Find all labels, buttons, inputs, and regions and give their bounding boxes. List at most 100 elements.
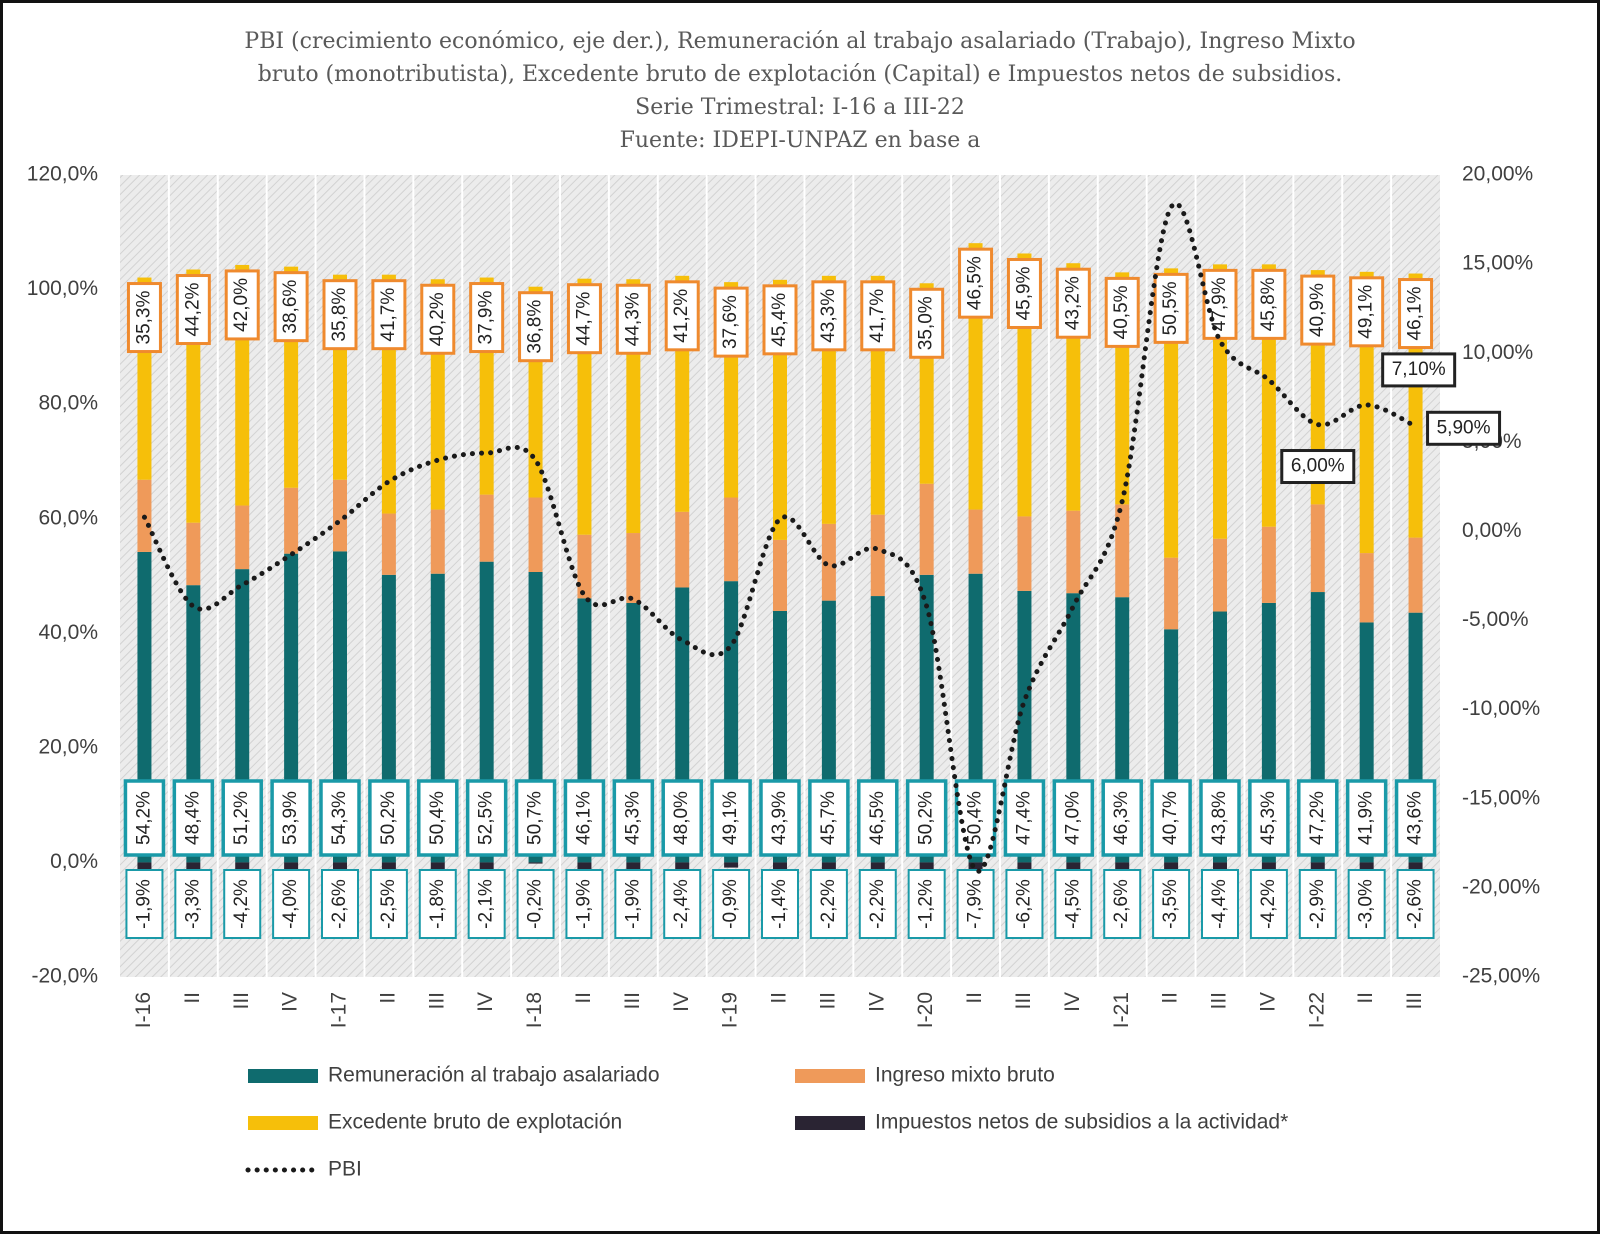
bar-label: 52,5%: [476, 791, 497, 845]
bar-label: -4,0%: [280, 879, 301, 929]
bar-segment: [528, 862, 543, 864]
bar-segment: [1066, 510, 1081, 594]
bar-label-box: [905, 779, 948, 857]
bar-segment: [235, 505, 250, 570]
bar-label: 43,2%: [1062, 276, 1083, 330]
bar-label: -1,9%: [622, 879, 643, 929]
chart-title: bruto (monotributista), Excedente bruto …: [258, 62, 1343, 87]
bar-label: -2,6%: [329, 879, 350, 929]
x-tick-label: IV: [474, 992, 497, 1012]
chart-source: Fuente: IDEPI-UNPAZ en base a: [620, 128, 981, 153]
bar-label-box: [1103, 869, 1142, 939]
bar-label: -2,2%: [818, 879, 839, 929]
bar-label-box: [465, 779, 508, 857]
bar-label: 50,5%: [1160, 281, 1181, 335]
bar-segment: [773, 539, 787, 611]
bar-label: 36,8%: [525, 300, 546, 354]
chart-subtitle: Serie Trimestral: I-16 a III-22: [635, 95, 965, 120]
x-tick-label: IV: [279, 992, 302, 1012]
bar-label: -2,1%: [476, 879, 497, 929]
bar-label-box: [1153, 272, 1189, 344]
chart-title: PBI (crecimiento económico, eje der.), R…: [244, 29, 1355, 54]
bar-label-box: [661, 779, 703, 857]
bar-label: 41,7%: [867, 289, 888, 343]
bar-label-box: [1055, 267, 1091, 339]
bar-label-box: [223, 869, 262, 939]
bar-label-box: [1300, 274, 1336, 346]
y2-tick-label: -20,00%: [1462, 875, 1540, 898]
bar-label-box: [123, 779, 166, 857]
bar-label: 49,1%: [720, 791, 741, 845]
bar-label-box: [615, 283, 651, 355]
bar-label-box: [614, 869, 653, 939]
bar-label-box: [172, 779, 215, 857]
x-tick-label: I-16: [132, 992, 155, 1028]
bar-label: 47,2%: [1307, 791, 1328, 845]
bar-label-box: [221, 779, 263, 857]
bar-label: 41,7%: [378, 288, 399, 342]
bar-label-box: [1104, 276, 1140, 348]
bar-label: 53,9%: [280, 791, 301, 845]
x-tick-label: IV: [670, 992, 693, 1012]
bar-segment: [919, 862, 934, 870]
bar-label-box: [664, 280, 700, 352]
pbi-label-box: [1426, 410, 1502, 446]
bar-label-box: [761, 869, 799, 939]
bar-label: 48,4%: [182, 791, 203, 845]
bar-label-box: [1006, 257, 1042, 329]
legend-label: Remuneración al trabajo asalariado: [328, 1064, 660, 1087]
pbi-label-box: [1381, 352, 1457, 388]
bar-label: -2,9%: [1307, 879, 1328, 929]
legend-label: Impuestos netos de subsidios a la activi…: [875, 1111, 1288, 1134]
bar-label: -1,9%: [573, 879, 594, 929]
x-tick-label: I-19: [719, 992, 742, 1028]
bar-label-box: [126, 282, 162, 354]
bar-label-box: [563, 779, 606, 857]
bar-label-box: [663, 869, 702, 939]
bar-label-box: [224, 269, 260, 341]
x-tick-label: IV: [1256, 992, 1279, 1012]
x-tick-label: II: [963, 992, 986, 1004]
y-tick-label: 0,0%: [50, 850, 98, 873]
bar-label: 44,2%: [182, 282, 203, 336]
bar-label: 45,8%: [1258, 277, 1279, 331]
pbi-line: [141, 201, 1419, 874]
bar-label-box: [1298, 869, 1337, 939]
bar-label-box: [1251, 268, 1287, 340]
bar-segment: [1408, 537, 1423, 613]
y2-tick-label: -15,00%: [1462, 786, 1540, 809]
bar-segment: [773, 862, 787, 871]
bar-segment: [1261, 526, 1276, 603]
bar-label-box: [418, 869, 457, 939]
y2-tick-label: -10,00%: [1462, 697, 1540, 720]
bar-label-box: [1297, 779, 1339, 857]
x-tick-label: IV: [1061, 992, 1084, 1012]
bar-label: 49,1%: [1356, 285, 1377, 339]
bar-label-box: [371, 279, 407, 351]
bar-label: -6,2%: [1013, 879, 1034, 929]
bar-label: -4,4%: [1209, 879, 1230, 929]
x-tick-label: II: [376, 992, 399, 1004]
bar-label: 40,5%: [1111, 285, 1132, 339]
bar-segment: [381, 513, 396, 575]
bar-label: 50,4%: [965, 791, 986, 845]
bar-label: 50,2%: [916, 791, 937, 845]
y-tick-label: 100,0%: [27, 277, 98, 300]
y2-tick-label: -5,00%: [1462, 608, 1529, 631]
bar-segment: [919, 483, 934, 575]
bar-segment: [724, 862, 739, 868]
bar-label-box: [1396, 869, 1435, 939]
bar-label: 43,6%: [1405, 791, 1426, 845]
bar-label: -7,9%: [965, 879, 986, 929]
bar-label: 40,2%: [427, 292, 448, 346]
bar-segment: [137, 862, 152, 874]
bar-label-box: [322, 279, 358, 351]
bar-label: 35,0%: [916, 296, 937, 350]
bar-label-box: [1398, 278, 1434, 350]
bar-label: 46,1%: [573, 791, 594, 845]
bar-segment: [626, 862, 641, 874]
y-tick-label: -20,0%: [31, 965, 98, 988]
bar-segment: [1115, 504, 1130, 598]
bar-label-box: [811, 280, 847, 352]
bar-label-box: [514, 779, 557, 857]
